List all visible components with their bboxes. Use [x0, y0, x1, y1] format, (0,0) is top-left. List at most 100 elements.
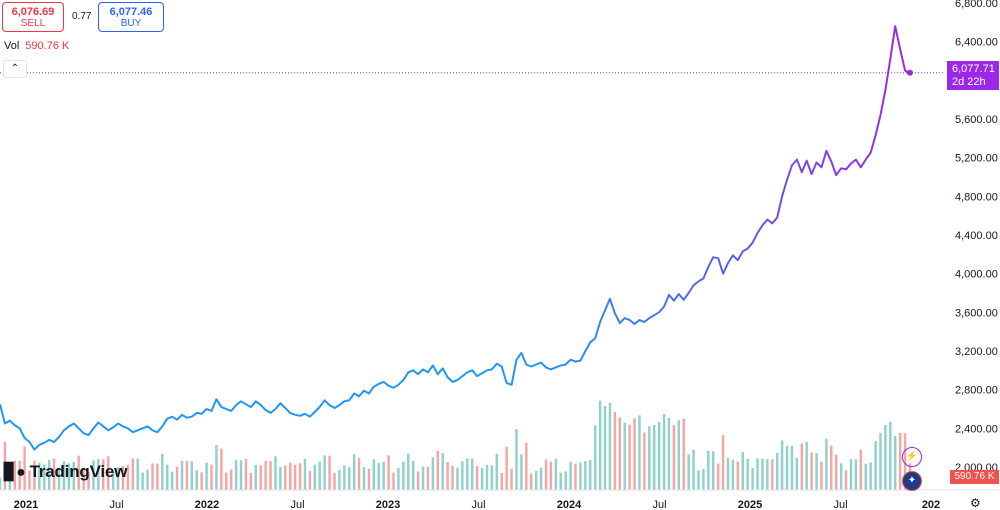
sell-button[interactable]: 6,076.69 SELL [2, 2, 64, 32]
y-tick-label: 5,600.00 [955, 114, 998, 126]
volume-bar [874, 441, 877, 490]
volume-bar [343, 465, 346, 490]
volume-bar [328, 455, 331, 490]
volume-bar [643, 432, 646, 490]
volume-bar [544, 459, 548, 490]
volume-bar [387, 455, 390, 490]
volume-bar [510, 468, 513, 490]
volume-bar [121, 466, 125, 490]
volume-bar [279, 467, 282, 490]
volume-bar [667, 418, 671, 490]
volume-bar [407, 453, 410, 490]
volume-bar [480, 468, 484, 490]
volume-bar [731, 459, 735, 490]
volume-bar [889, 422, 892, 490]
y-tick-label: 4,800.00 [955, 191, 998, 203]
volume-bar [161, 454, 164, 490]
x-tick-label: 2021 [14, 499, 38, 510]
volume-bar [288, 462, 292, 490]
x-tick-label: 202 [922, 499, 940, 510]
volume-bar [702, 469, 705, 490]
volume-bar [766, 459, 769, 490]
spread-value: 0.77 [72, 11, 92, 22]
volume-bar [372, 459, 376, 490]
volume-bar [470, 458, 474, 490]
tradingview-logo: ▊● TradingView [4, 462, 127, 482]
volume-bar [33, 460, 36, 490]
volume-bar [756, 458, 759, 490]
volume-bar [3, 441, 7, 490]
volume-bar [338, 470, 341, 490]
volume-bar [682, 419, 685, 490]
volume-axis-label: 590.76 K [950, 470, 999, 484]
volume-bar [146, 469, 149, 490]
volume-legend[interactable]: Vol 590.76 K [4, 40, 69, 52]
volume-bar [515, 429, 518, 490]
volume-bar [662, 414, 666, 490]
volume-bar [451, 465, 454, 490]
volume-bar [225, 472, 228, 490]
volume-bar [628, 424, 631, 490]
y-tick-label: 5,200.00 [955, 153, 998, 165]
volume-bar [530, 473, 533, 490]
volume-bar [77, 455, 80, 490]
volume-bar [318, 461, 321, 490]
volume-bar [156, 463, 159, 490]
au-flag-icon[interactable]: ✦ [902, 471, 922, 491]
volume-bar [28, 470, 31, 490]
volume-bar [618, 417, 622, 490]
volume-legend-label: Vol [4, 40, 20, 52]
volume-bar [426, 467, 430, 490]
volume-bar [805, 442, 808, 490]
price-series-line [0, 25, 913, 451]
tradingview-mark-icon: ▊● [4, 464, 26, 481]
volume-bar [436, 451, 440, 490]
volume-bar [815, 453, 818, 490]
bar-countdown: 2d 22h [952, 76, 986, 88]
x-axis[interactable]: 2021 Jul 2022 Jul 2023 Jul 2024 Jul 2025 Jul 202 [14, 499, 940, 510]
volume-bar [697, 470, 700, 490]
y-tick-label: 3,600.00 [955, 307, 998, 319]
volume-bar [608, 403, 612, 490]
volume-bar [761, 458, 764, 490]
volume-bar [520, 454, 523, 490]
volume-bar [864, 463, 867, 490]
volume-bar [677, 420, 681, 490]
volume-bar [898, 433, 902, 490]
volume-bar [603, 406, 607, 490]
y-tick-label: 3,200.00 [955, 346, 998, 358]
settings-icon[interactable]: ⚙ [970, 496, 981, 510]
volume-bar [466, 458, 469, 490]
volume-bar [126, 464, 130, 490]
y-tick-label: 6,400.00 [955, 37, 998, 49]
flash-icon[interactable]: ⚡ [902, 447, 922, 467]
y-tick-label: 6,800.00 [955, 0, 998, 10]
volume-bar [102, 459, 105, 490]
x-tick-label: 2025 [738, 499, 762, 510]
x-tick-label: 2022 [195, 499, 219, 510]
y-tick-label: 4,400.00 [955, 230, 998, 242]
volume-bar [785, 445, 789, 490]
volume-bar [352, 454, 356, 490]
volume-bar [43, 464, 46, 490]
volume-bar [800, 443, 804, 490]
volume-bar [461, 461, 464, 490]
buy-button[interactable]: 6,077.46 BUY [98, 2, 164, 32]
volume-bar [367, 469, 371, 490]
volume-bar [269, 461, 272, 490]
volume-bar [72, 462, 76, 490]
volume-bar [431, 457, 435, 490]
volume-bar [441, 453, 444, 490]
volume-bar [780, 440, 784, 490]
x-tick-label: Jul [109, 499, 123, 510]
volume-bar [313, 464, 317, 490]
logo-text: TradingView [29, 462, 128, 481]
volume-bar [500, 473, 503, 490]
chevron-up-icon[interactable]: ⌃ [3, 60, 27, 78]
last-price-label: 6,077.71 2d 22h [947, 61, 999, 90]
x-tick-label: Jul [471, 499, 485, 510]
volume-bar [274, 456, 277, 490]
volume-legend-value: 590.76 K [25, 40, 70, 52]
y-tick-label: 2,800.00 [955, 385, 998, 397]
